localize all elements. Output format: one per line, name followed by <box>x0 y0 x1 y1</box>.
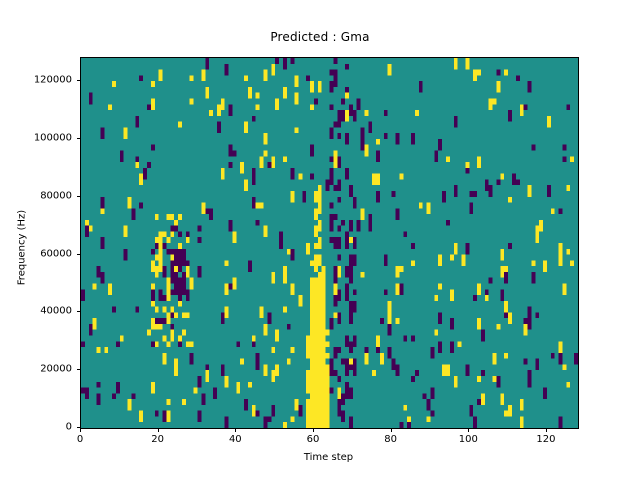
y-tick-label: 60000 <box>40 248 72 260</box>
x-tick-label: 60 <box>306 434 320 445</box>
x-tick-mark <box>468 428 470 432</box>
y-tick-mark <box>76 311 80 313</box>
y-tick-mark <box>76 253 80 255</box>
x-tick-mark <box>545 428 547 432</box>
y-tick-mark <box>76 369 80 371</box>
x-tick-label: 80 <box>384 434 397 445</box>
x-tick-mark <box>235 428 237 432</box>
heatmap-image <box>81 58 578 428</box>
x-tick-mark <box>390 428 392 432</box>
y-tick-mark <box>76 427 80 428</box>
y-tick-mark <box>76 137 80 139</box>
y-tick-label: 0 <box>65 421 72 433</box>
x-tick-label: 100 <box>458 434 478 445</box>
x-tick-mark <box>312 428 314 432</box>
x-tick-label: 40 <box>228 434 242 445</box>
x-tick-mark <box>80 428 81 432</box>
y-tick-label: 120000 <box>33 74 72 86</box>
page-title: Predicted : Gma <box>270 30 370 44</box>
y-tick-mark <box>76 195 80 197</box>
x-axis-label: Time step <box>303 452 354 463</box>
y-tick-mark <box>76 80 80 82</box>
y-tick-label: 80000 <box>40 190 72 202</box>
y-tick-label: 20000 <box>40 363 72 375</box>
x-tick-mark <box>157 428 159 432</box>
x-tick-label: 20 <box>151 434 165 445</box>
x-tick-label: 0 <box>76 434 84 445</box>
x-tick-label: 120 <box>536 434 556 445</box>
heatmap-plot-area <box>80 57 579 429</box>
y-tick-label: 100000 <box>33 132 72 144</box>
y-tick-label: 40000 <box>40 305 72 317</box>
